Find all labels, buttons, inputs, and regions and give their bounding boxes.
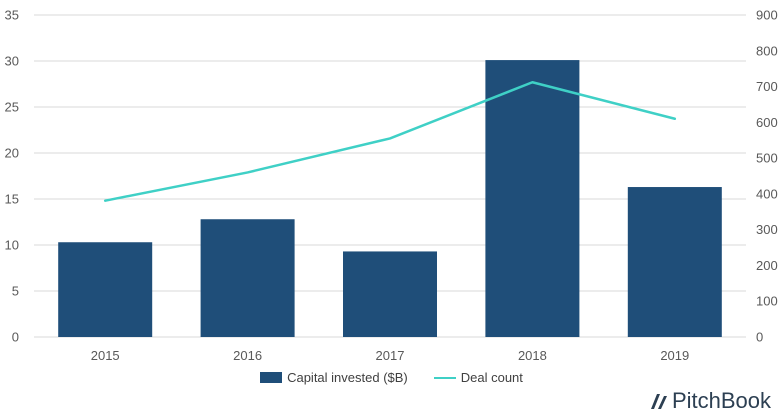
y-right-tick-label: 800 (756, 43, 778, 58)
y-right-tick-label: 100 (756, 294, 778, 309)
y-left-tick-label: 5 (12, 284, 19, 299)
y-right-tick-label: 300 (756, 222, 778, 237)
x-tick-label: 2017 (376, 348, 405, 363)
legend-label-bar: Capital invested ($B) (287, 370, 408, 385)
y-left-tick-label: 30 (5, 54, 19, 69)
x-tick-label: 2019 (660, 348, 689, 363)
y-right-tick-label: 700 (756, 79, 778, 94)
y-right-tick-label: 500 (756, 151, 778, 166)
bar (200, 219, 295, 337)
y-left-tick-label: 15 (5, 192, 19, 207)
bar (343, 251, 437, 337)
combo-chart: 0 5 10 15 20 25 30 35 0 100 200 300 400 500 600 700 800… (5, 8, 778, 364)
y-right-tick-label: 600 (756, 115, 778, 130)
bar (627, 187, 722, 337)
bar (58, 242, 153, 337)
y-right-tick-label: 900 (756, 8, 778, 23)
y-right-tick-label: 200 (756, 258, 778, 273)
y-left-tick-label: 25 (5, 100, 19, 115)
y-right-tick-label: 400 (756, 186, 778, 201)
pitchbook-logo: PitchBook (648, 388, 771, 414)
y-left-tick-label: 10 (5, 238, 19, 253)
y-right-tick-label: 0 (756, 330, 763, 345)
legend-label-line: Deal count (460, 370, 523, 385)
legend-swatch-bar (260, 372, 283, 383)
y-axis-right: 0 100 200 300 400 500 600 700 800 900 (756, 8, 778, 345)
line-series (103, 81, 677, 202)
x-axis: 2015 2016 2017 2018 2019 (91, 348, 690, 363)
bar (485, 60, 580, 338)
y-axis-left: 0 5 10 15 20 25 30 35 (5, 8, 19, 345)
x-tick-label: 2018 (518, 348, 547, 363)
legend-item-bar: Capital invested ($B) (260, 370, 408, 385)
y-left-tick-label: 20 (5, 146, 19, 161)
deal-count-line (103, 81, 677, 202)
legend-item-line: Deal count (433, 370, 523, 385)
gridlines (34, 14, 746, 338)
pitchbook-logo-icon (650, 394, 667, 409)
legend: Capital invested ($B) Deal count (0, 370, 783, 385)
bar-series (58, 60, 722, 338)
x-tick-label: 2016 (233, 348, 262, 363)
y-left-tick-label: 0 (12, 330, 19, 345)
logo-text: PitchBook (671, 388, 771, 413)
legend-swatch-line (433, 376, 456, 379)
x-tick-label: 2015 (91, 348, 120, 363)
y-left-tick-label: 35 (5, 8, 19, 23)
